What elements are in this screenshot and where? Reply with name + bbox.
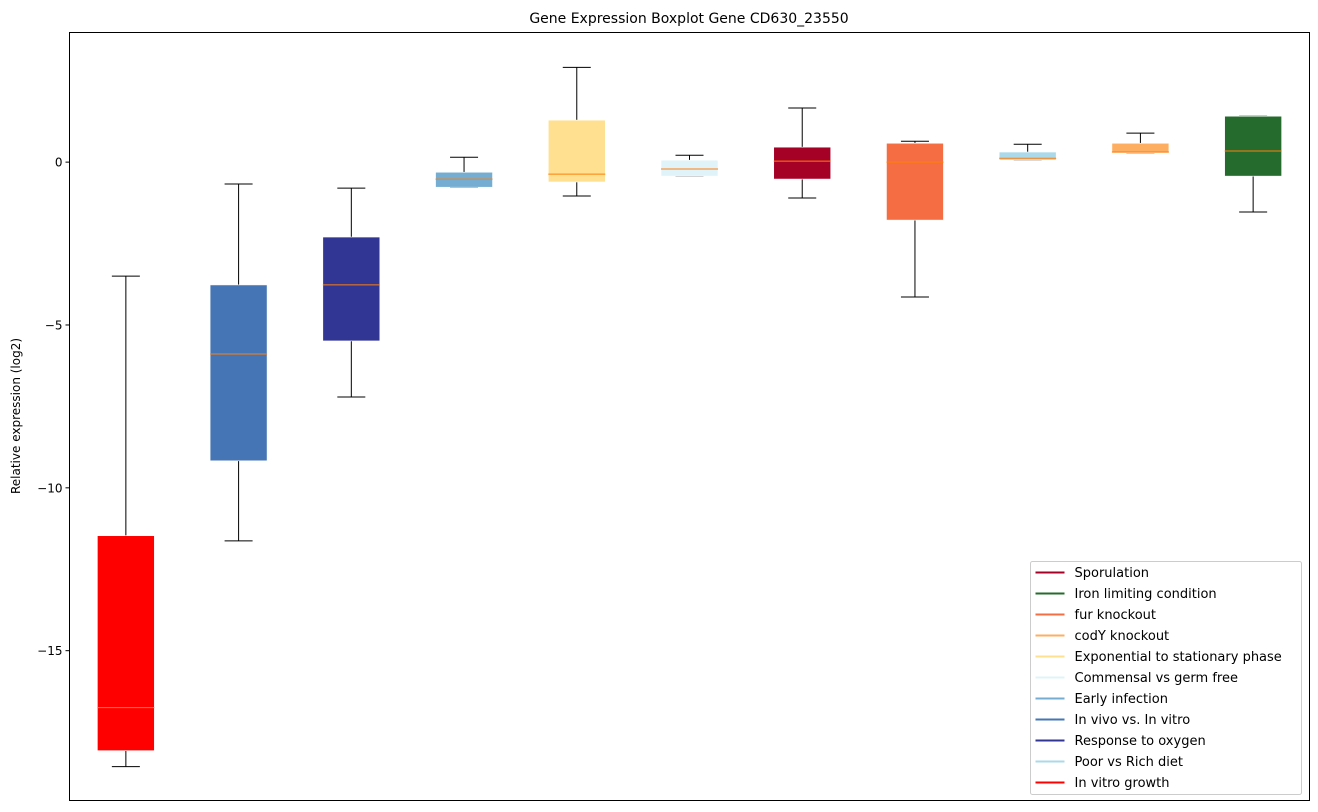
y-axis-label: Relative expression (log2) — [9, 338, 23, 494]
legend: Sporulation Iron limiting condition fur kn… — [1030, 561, 1302, 795]
y-tick-label: −15 — [37, 644, 62, 658]
box-body — [1111, 142, 1170, 154]
legend-label: fur knockout — [1075, 608, 1157, 623]
box-early-infection — [435, 156, 493, 188]
legend-label: codY knockout — [1075, 629, 1170, 644]
box-body — [998, 151, 1057, 161]
legend-label: Iron limiting condition — [1075, 587, 1217, 602]
box-iron-limiting-condition — [1224, 115, 1282, 213]
legend-label: Sporulation — [1075, 566, 1150, 581]
boxes-group — [97, 66, 1282, 768]
box-in-vivo-vs-in-vitro — [209, 183, 268, 542]
chart-title: Gene Expression Boxplot Gene CD630_23550 — [529, 11, 848, 27]
box-body — [886, 142, 944, 221]
box-body — [97, 535, 155, 751]
box-body — [773, 146, 832, 180]
legend-label: Commensal vs germ free — [1075, 671, 1238, 686]
legend-label: In vitro growth — [1075, 776, 1170, 791]
box-body — [322, 236, 381, 342]
box-fur-knockout — [886, 140, 944, 298]
box-body — [547, 119, 606, 183]
legend-label: Exponential to stationary phase — [1075, 650, 1282, 665]
box-response-to-oxygen — [322, 187, 381, 398]
legend-label: In vivo vs. In vitro — [1075, 713, 1191, 728]
box-exponential-to-stationary-phase — [547, 66, 606, 197]
box-in-vitro-growth — [97, 275, 155, 768]
box-commensal-vs-germ-free — [660, 154, 719, 177]
box-body — [435, 171, 493, 188]
box-body — [660, 159, 719, 177]
legend-label: Early infection — [1075, 692, 1168, 707]
legend-label: Response to oxygen — [1075, 734, 1206, 749]
legend-label: Poor vs Rich diet — [1075, 755, 1183, 770]
box-body — [209, 284, 268, 462]
y-tick-label: 0 — [55, 156, 63, 170]
plot-frame — [69, 32, 1310, 801]
y-tick-label: −10 — [37, 481, 62, 495]
y-tick-label: −5 — [45, 318, 63, 332]
box-sporulation — [773, 107, 832, 199]
box-cody-knockout — [1111, 132, 1170, 154]
box-poor-vs-rich-diet — [998, 143, 1057, 161]
y-axis: 0 −5 −10 −15 — [37, 156, 70, 658]
box-body — [1224, 115, 1282, 177]
legend-frame — [1030, 561, 1302, 795]
